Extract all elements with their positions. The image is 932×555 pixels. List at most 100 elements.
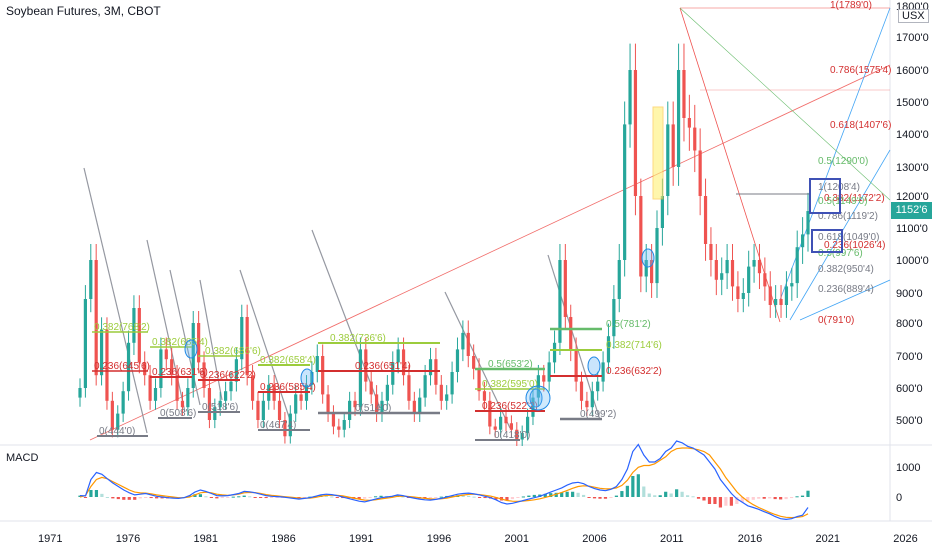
price-tick-label: 1500'0 [896, 97, 929, 109]
macd-histogram-bar [368, 497, 372, 498]
candle-body [585, 400, 589, 408]
macd-histogram-bar [335, 497, 339, 498]
candle-body [531, 397, 535, 417]
projection-box [811, 229, 843, 253]
candle-body [558, 260, 562, 343]
candle-body [78, 388, 82, 398]
currency-unit-button[interactable]: USX [898, 9, 929, 23]
candle-body [180, 400, 185, 408]
candle-body [374, 394, 379, 414]
candle-body [644, 260, 648, 277]
macd-histogram-bar [116, 497, 120, 500]
macd-histogram-bar [658, 495, 662, 497]
time-tick-label: 2001 [505, 533, 529, 545]
candle-body [353, 400, 357, 408]
fib-level-label: 0.618(1407'6) [830, 120, 891, 131]
candle-body [676, 70, 681, 167]
price-tick-label: 500'0 [896, 415, 923, 427]
candle-body [596, 381, 600, 392]
price-tick-label: 1300'0 [896, 162, 929, 174]
macd-histogram-bar [614, 495, 619, 497]
fib-level-label: 0.5(1149'0) [818, 196, 868, 207]
macd-histogram-bar [653, 495, 657, 497]
macd-signal-line [79, 447, 809, 519]
macd-histogram-bar [155, 497, 159, 499]
macd-histogram-bar [571, 491, 575, 497]
fib-level-label: 0.382(736'6) [330, 333, 386, 344]
fib-level-label: 0.236(585'4) [260, 382, 316, 393]
macd-histogram-bar [576, 492, 580, 497]
fib-level-label: 0(444'0) [99, 426, 135, 437]
macd-histogram-bar [198, 494, 203, 497]
macd-histogram-bar [773, 497, 777, 500]
candle-body [132, 308, 136, 343]
price-tick-label: 1600'0 [896, 65, 929, 77]
fib-level-label: 0.382(658'4) [260, 355, 316, 366]
candle-body [283, 420, 287, 437]
candle-body [401, 349, 406, 376]
candle-body [509, 423, 514, 430]
macd-histogram-bar [187, 495, 192, 497]
candle-body [466, 332, 470, 356]
fib-level-label: 0(514'0) [355, 403, 391, 414]
candle-body [461, 332, 465, 350]
price-tick-label: 800'0 [896, 318, 923, 330]
candle-body [757, 260, 762, 274]
fib-level-label: 0.382(950'4) [818, 264, 874, 275]
macd-line [79, 440, 809, 521]
macd-histogram-bar [494, 497, 498, 500]
macd-histogram-bar [423, 497, 427, 499]
candle-body [428, 359, 433, 376]
candle-body [202, 362, 206, 388]
candle-body [315, 356, 319, 372]
macd-histogram-bar [685, 495, 690, 497]
candle-body [105, 329, 109, 401]
candle-body [741, 293, 745, 299]
decline-trendline [239, 269, 291, 421]
macd-histogram-bar [669, 493, 673, 497]
decline-trendline [146, 239, 186, 413]
candle-body [385, 384, 389, 401]
fib-level-label: 0.618(1049'0) [818, 232, 879, 243]
macd-histogram-bar [609, 497, 613, 498]
candle-body [418, 397, 422, 414]
candle-body [380, 400, 384, 414]
fib-level-label: 0.382(714'6) [606, 340, 662, 351]
candle-body [763, 273, 767, 287]
macd-histogram-bar [133, 497, 137, 500]
macd-histogram-bar [554, 492, 558, 497]
long-trendline [89, 64, 891, 441]
macd-histogram-bar [675, 489, 679, 497]
fib-level-label: 0.786(1575'4) [830, 65, 891, 76]
macd-histogram-bar [259, 497, 263, 498]
candle-body [439, 384, 443, 401]
macd-histogram-bar [647, 493, 651, 497]
macd-histogram-bar [122, 497, 126, 500]
candle-body [569, 317, 573, 350]
macd-histogram-bar [242, 495, 246, 497]
price-tick-label: 1400'0 [896, 129, 929, 141]
candle-body [650, 260, 654, 284]
macd-histogram-bar [702, 497, 706, 501]
macd-histogram-bar [89, 490, 93, 497]
candle-body [515, 429, 519, 440]
macd-histogram-bar [379, 495, 383, 497]
candle-body [655, 228, 659, 284]
macd-histogram-bar [713, 497, 717, 504]
candle-body [714, 260, 718, 280]
macd-histogram-bar [144, 497, 148, 498]
candle-body [213, 407, 217, 420]
macd-histogram-bar [532, 494, 536, 497]
pitchfork-line [789, 149, 891, 321]
fib-level-label: 0.236(889'4) [818, 284, 874, 295]
candle-body [186, 388, 190, 408]
time-tick-label: 1986 [271, 533, 295, 545]
macd-histogram-bar [718, 497, 723, 508]
macd-histogram-bar [94, 490, 99, 497]
fib-level-label: 0.236(622'2) [200, 370, 256, 381]
candle-body [143, 362, 147, 376]
macd-histogram-bar [784, 497, 788, 500]
macd-histogram-bar [439, 496, 443, 498]
macd-histogram-bar [516, 497, 520, 498]
